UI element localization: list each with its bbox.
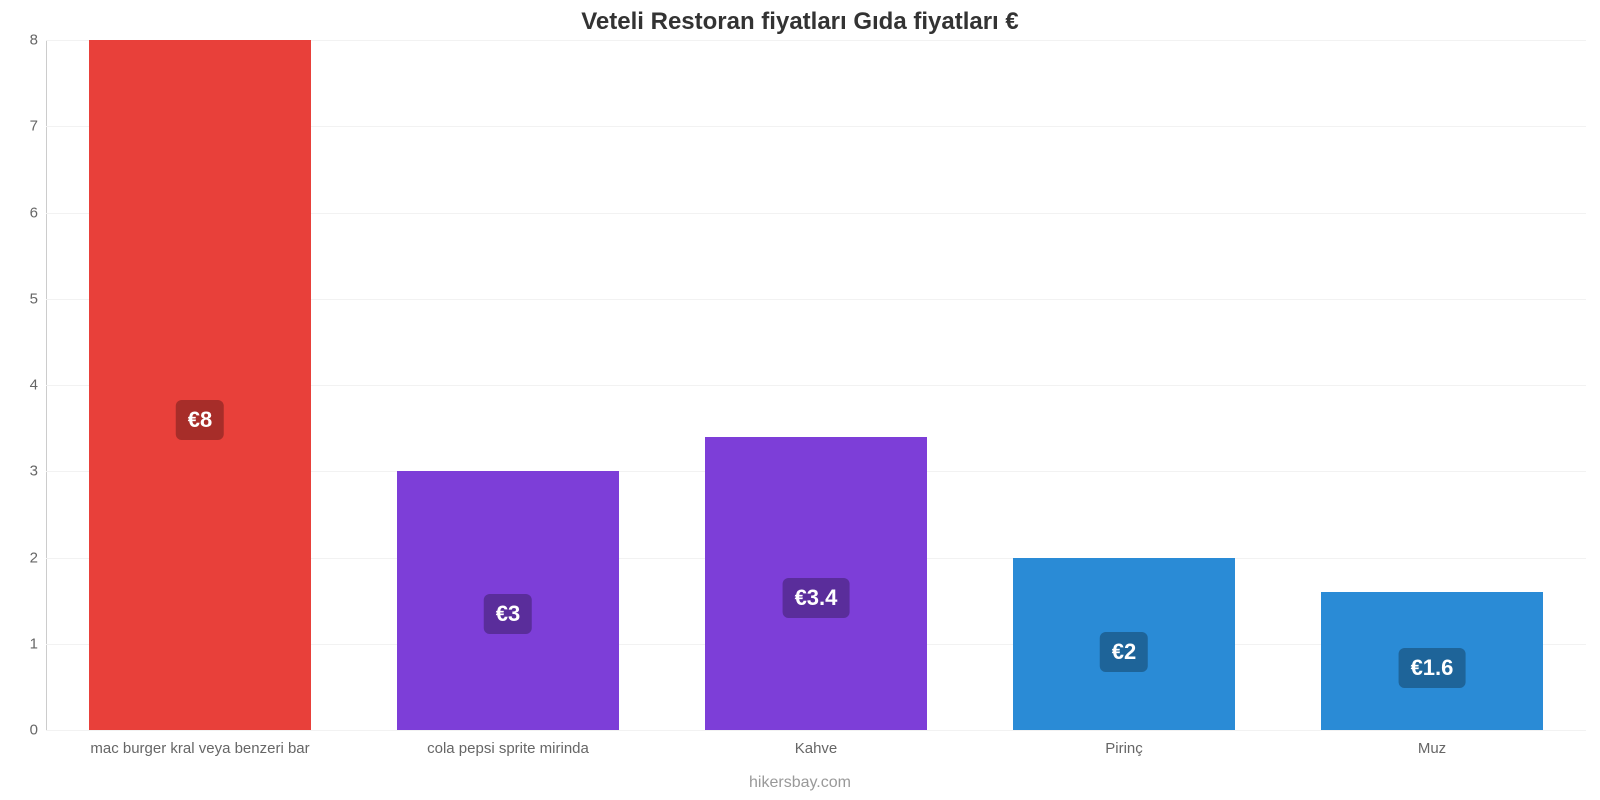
bar: €8 [89,40,311,730]
value-badge: €3 [484,594,532,634]
plot-area: 012345678€8mac burger kral veya benzeri … [46,40,1586,730]
price-bar-chart: Veteli Restoran fiyatları Gıda fiyatları… [0,0,1600,800]
y-tick-label: 7 [30,118,46,135]
y-tick-label: 3 [30,463,46,480]
y-tick-label: 4 [30,377,46,394]
y-tick-label: 2 [30,549,46,566]
bar-slot: €2Pirinç [970,40,1278,730]
chart-footer-credit: hikersbay.com [0,774,1600,792]
bar: €1.6 [1321,592,1543,730]
x-tick-label: Pirinç [1105,730,1143,757]
value-badge: €8 [176,400,224,440]
bar: €2 [1013,558,1235,731]
chart-title: Veteli Restoran fiyatları Gıda fiyatları… [0,8,1600,36]
y-tick-label: 5 [30,290,46,307]
x-tick-label: cola pepsi sprite mirinda [427,730,589,757]
value-badge: €3.4 [783,578,850,618]
bar: €3.4 [705,437,927,730]
y-tick-label: 8 [30,32,46,49]
bar-slot: €1.6Muz [1278,40,1586,730]
y-tick-label: 0 [30,722,46,739]
x-tick-label: mac burger kral veya benzeri bar [90,730,309,757]
x-tick-label: Kahve [795,730,838,757]
bar-slot: €8mac burger kral veya benzeri bar [46,40,354,730]
x-tick-label: Muz [1418,730,1446,757]
value-badge: €2 [1100,632,1148,672]
value-badge: €1.6 [1399,648,1466,688]
bar-slot: €3cola pepsi sprite mirinda [354,40,662,730]
y-tick-label: 6 [30,204,46,221]
y-tick-label: 1 [30,635,46,652]
bar: €3 [397,471,619,730]
bar-slot: €3.4Kahve [662,40,970,730]
